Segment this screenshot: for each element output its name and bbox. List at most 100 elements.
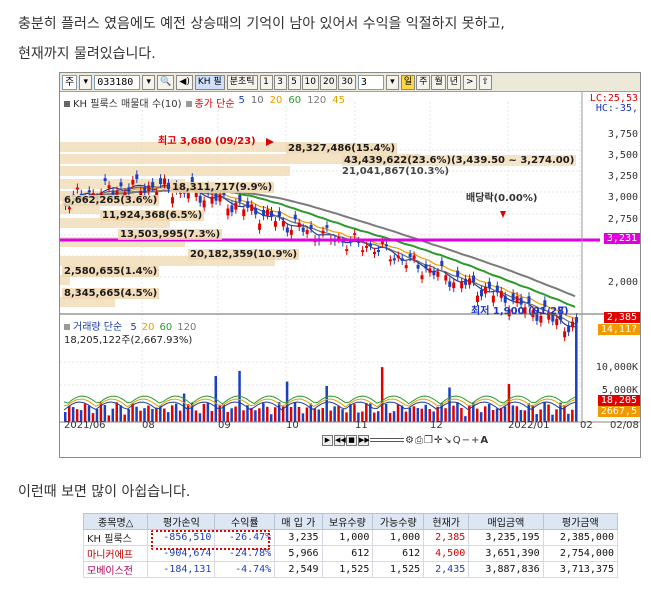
column-header[interactable]: 평가손익 [147, 513, 216, 530]
volume-bar [309, 403, 313, 422]
period-button-10[interactable]: 10 [301, 74, 319, 90]
price-tick-label: 2,750 [607, 214, 638, 225]
count-dropdown-icon[interactable]: ▾ [385, 74, 399, 90]
stock-name-field[interactable]: KH 필 [194, 74, 225, 90]
column-header[interactable]: 종목명△ [82, 513, 149, 530]
column-header[interactable]: 평가금액 [542, 513, 619, 530]
candle [198, 195, 202, 203]
cell-hold: 612 [321, 545, 374, 562]
volume-bar [151, 408, 154, 422]
price-tick-label: 3,500 [607, 150, 638, 161]
volume-bar [254, 410, 257, 422]
speaker-icon[interactable]: ◀) [176, 74, 193, 90]
candle [412, 255, 416, 259]
chart-mode-select[interactable]: 주 [62, 74, 78, 90]
unit-button-0[interactable]: 일 [400, 74, 416, 90]
candle [388, 259, 392, 262]
column-header[interactable]: 수익률 [214, 513, 276, 530]
period-button-30[interactable]: 30 [338, 74, 356, 90]
candle [123, 192, 127, 197]
period-count-input[interactable]: 3 [357, 74, 384, 90]
pin-icon[interactable]: ⇧ [478, 74, 493, 90]
volume-bar [91, 413, 95, 422]
volume-bar [491, 409, 495, 422]
minus-icon[interactable]: − [461, 434, 470, 446]
first-icon[interactable]: ◀◀ [334, 434, 346, 446]
play-icon[interactable]: ▶ [322, 434, 333, 446]
volume-bar [182, 393, 186, 422]
candle [143, 187, 147, 193]
column-header[interactable]: 가능수량 [372, 513, 425, 530]
volume-bar [87, 405, 91, 422]
date-tick-label: 11 [355, 420, 368, 431]
period-button-3[interactable]: 3 [273, 74, 287, 90]
stock-chart-window: 주 ▾ 033180 ▾ 🔍 ◀) KH 필 분초틱 1 3 5 10 20 30 3 ▾… [59, 72, 641, 458]
hc-value: HC:-35, [595, 103, 638, 114]
volume-bar [369, 403, 372, 422]
post-text-line-3: 이런때 보면 많이 아쉽습니다. [18, 484, 191, 500]
volume-ma-line [63, 395, 576, 405]
candle [119, 182, 123, 187]
copy-icon[interactable]: ❐ [423, 434, 433, 446]
zoom-out-icon[interactable]: Q [452, 434, 461, 446]
measure-icon[interactable]: ↘ [443, 434, 452, 446]
stock-code-input[interactable]: 033180 [94, 74, 141, 90]
volume-bar [258, 408, 261, 422]
column-header[interactable]: 현재가 [423, 513, 470, 530]
zoom-slider[interactable] [370, 438, 404, 442]
candle [483, 286, 487, 294]
table-row[interactable]: 모베이스전 -184,131 -4.74% 2,549 1,525 1,525 2,435 3… [82, 561, 619, 578]
stock-name-cell[interactable]: KH 필룩스 [82, 529, 149, 546]
volume-bar [483, 406, 487, 422]
stock-name-cell[interactable]: 마니커에프 [82, 545, 149, 562]
column-header[interactable]: 매 입 가 [274, 513, 323, 530]
settings-icon[interactable]: ⚙ [405, 434, 414, 446]
cell-price: 4,500 [423, 545, 470, 562]
profile-label: 8,345,665(4.5%) [62, 288, 160, 299]
crosshair-icon[interactable]: ✛ [433, 434, 443, 446]
candle [305, 229, 309, 234]
stock-name-cell[interactable]: 모베이스전 [82, 561, 149, 578]
stop-icon[interactable]: ■ [346, 434, 357, 446]
font-size-icon[interactable]: A [480, 434, 489, 446]
print-icon[interactable]: ⎙ [414, 434, 423, 446]
plus-icon[interactable]: + [470, 434, 480, 446]
candle [551, 315, 555, 322]
volume-period-20: 20 [141, 322, 155, 333]
candle [262, 209, 266, 217]
misc-menu-button[interactable]: 분초틱 [226, 74, 258, 90]
column-header[interactable]: 매입금액 [468, 513, 544, 530]
unit-button-1[interactable]: 주 [416, 74, 431, 90]
candle [563, 331, 567, 338]
last-icon[interactable]: ▶▶ [358, 434, 370, 446]
period-button-20[interactable]: 20 [319, 74, 338, 90]
mode-dropdown-icon[interactable]: ▾ [79, 74, 93, 90]
volume-bar [75, 409, 79, 422]
next-arrow-icon[interactable]: > [463, 74, 477, 90]
candle [380, 241, 384, 244]
table-row[interactable]: 마니커에프 -904,674 -24.78% 5,966 612 612 4,500 3,65… [82, 545, 619, 562]
column-header[interactable]: 보유수량 [321, 513, 374, 530]
volume-bar [396, 404, 400, 422]
date-tick-label: 12 [430, 420, 443, 431]
volume-bar [317, 409, 321, 422]
volume-bar [487, 404, 491, 422]
volume-bar [349, 404, 352, 422]
candle [464, 278, 468, 285]
legend-square-icon [64, 101, 70, 107]
candle [408, 253, 412, 258]
profile-bar [60, 297, 115, 307]
period-button-1[interactable]: 1 [259, 74, 273, 90]
candle [273, 221, 277, 227]
candle [519, 297, 523, 305]
candle [376, 250, 380, 253]
volume-bar [412, 406, 416, 422]
unit-button-2[interactable]: 월 [431, 74, 446, 90]
candle [167, 182, 170, 190]
volume-bar [163, 408, 166, 422]
period-button-5[interactable]: 5 [287, 74, 301, 90]
search-icon[interactable]: 🔍 [157, 74, 175, 90]
volume-bar [83, 403, 87, 422]
code-dropdown-icon[interactable]: ▾ [142, 74, 156, 90]
unit-button-3[interactable]: 년 [446, 74, 461, 90]
